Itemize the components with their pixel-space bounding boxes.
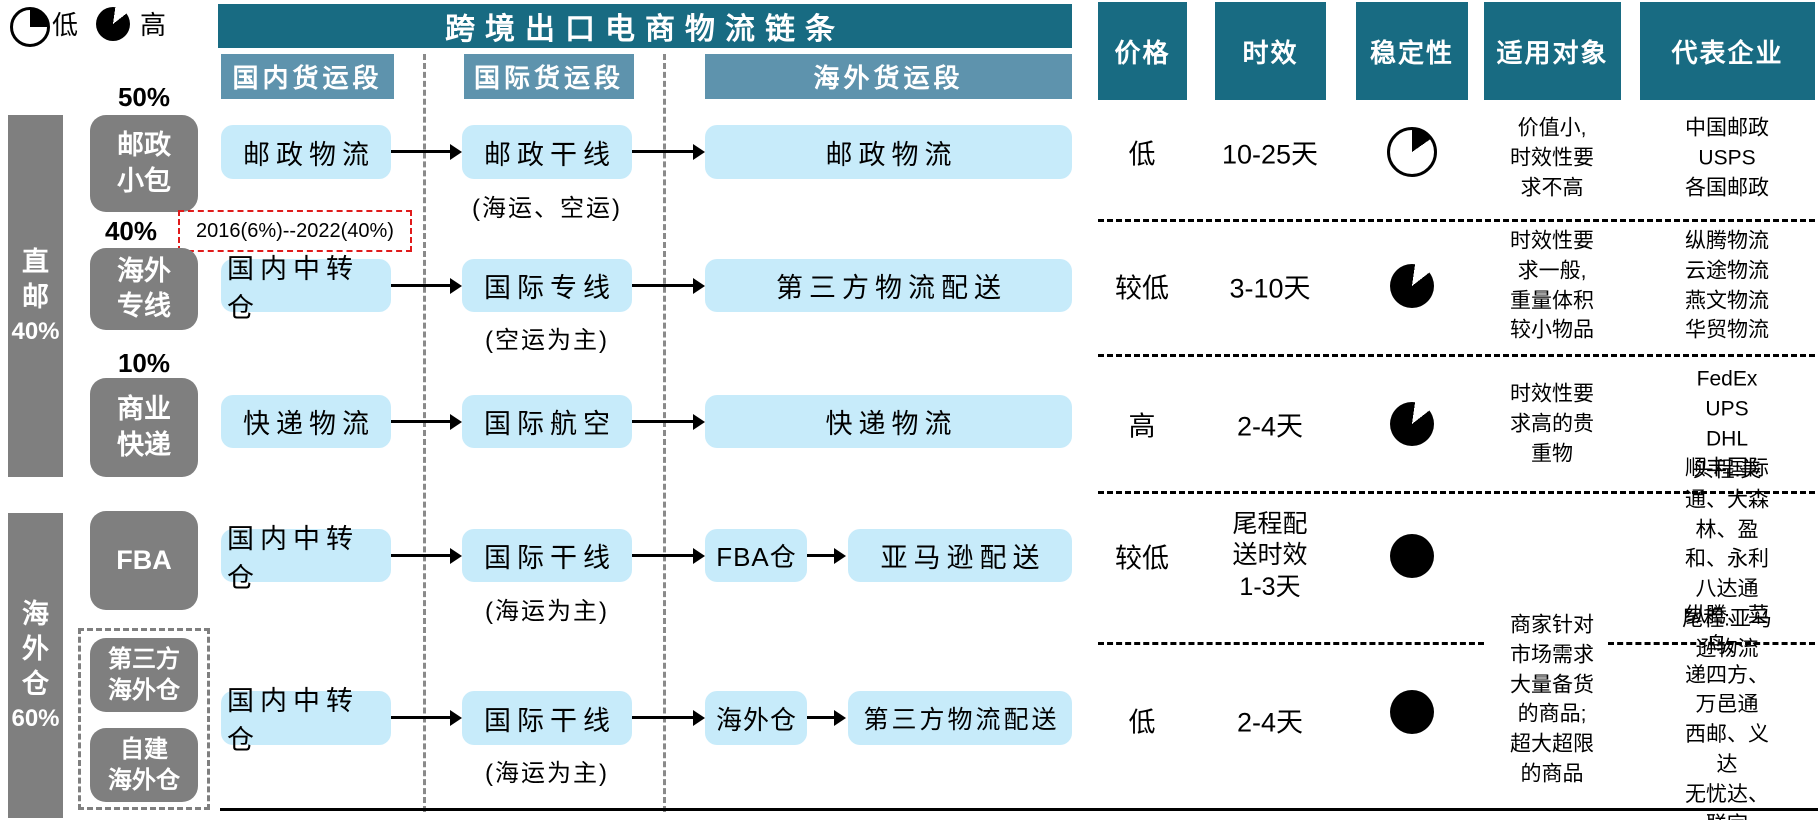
flow-arrow [807,709,846,726]
intl-mode-note: (海运为主) [485,598,609,625]
chain-box-domestic: 国内中转仓 [221,254,391,323]
price-value: 高 [1128,411,1156,442]
column-header-time: 时效 [1215,2,1326,100]
companies-value: 中国邮政 USPS 各国邮政 [1685,116,1769,199]
group-bar-overseas-warehouse-label: 海 外 仓 [22,599,49,700]
row-separator-right-segment [1608,642,1815,645]
time-value: 2-4天 [1236,707,1304,738]
chain-title: 跨境出口电商物流链条 [218,4,1072,48]
companies-value: 纵腾物流 云途物流 燕文物流 华贸物流 [1685,229,1769,342]
flow-arrow [391,413,462,430]
chain-box-overseas-delivery: 第三方物流配送 [848,691,1072,745]
chain-box-overseas-warehouse: FBA仓 [705,529,807,582]
chain-box-overseas-delivery: 亚马逊配送 [848,529,1072,582]
flow-arrow [632,413,705,430]
flow-arrow [632,709,705,726]
stability-pie-icon [1390,690,1434,734]
chain-box-international: 邮政干线 [462,125,632,179]
target-value: 时效性要 求一般, 重量体积 较小物品 [1510,229,1594,342]
chain-box-domestic: 国内中转仓 [221,686,391,755]
flow-arrow [391,143,462,160]
legend-high-pie-icon [96,7,130,41]
stability-pie-icon [1390,264,1434,308]
column-header-stability: 稳定性 [1356,2,1468,100]
chain-box-overseas-warehouse: 海外仓 [705,691,807,745]
category-third-party-warehouse: 第三方 海外仓 [90,638,198,712]
row-separator-left-segment [1098,642,1484,645]
time-value: 2-4天 [1236,411,1304,442]
time-value: 3-10天 [1229,273,1311,304]
legend-high-label: 高 [140,10,167,40]
time-value: 10-25天 [1221,139,1319,170]
chain-box-overseas: 快递物流 [705,395,1072,448]
chain-box-domestic: 快递物流 [221,395,391,448]
intl-mode-note: (海运为主) [485,760,609,787]
group-bar-direct-mail: 直 邮 40% [8,115,63,477]
stability-pie-icon [1390,534,1434,578]
chain-box-overseas: 邮政物流 [705,125,1072,179]
target-value: 时效性要 求高的贵 重物 [1510,382,1594,465]
row-separator [1098,354,1815,357]
chain-box-international: 国际干线 [462,529,632,582]
dedicated-line-growth-annotation: 2016(6%)--2022(40%) [178,210,412,252]
flow-arrow [391,709,462,726]
share-label-postal: 50% [117,82,171,112]
chain-box-overseas: 第三方物流配送 [705,259,1072,312]
stability-pie-icon [1390,402,1434,446]
flow-arrow [632,143,705,160]
category-overseas-dedicated-line: 海外 专线 [90,248,198,330]
flow-arrow [391,547,462,564]
flow-arrow [632,277,705,294]
chain-box-international: 国际专线 [462,259,632,312]
chain-box-international: 国际干线 [462,691,632,745]
bottom-border-line [220,808,1818,811]
group-bar-direct-mail-share: 40% [11,317,60,345]
group-bar-overseas-warehouse: 海 外 仓 60% [8,513,63,818]
group-bar-overseas-warehouse-share: 60% [11,704,60,732]
flow-arrow [807,547,846,564]
intl-mode-note: (空运为主) [485,327,609,354]
companies-value: 纵腾、菜鸟、 递四方、万邑通 西邮、义达 无忧达、联宇 [1685,603,1769,820]
chain-box-domestic: 邮政物流 [221,125,391,179]
companies-value: FedEx UPS DHL 顺丰国际 [1685,367,1769,480]
time-value: 尾程配 送时效 1-3天 [1232,510,1308,601]
price-value: 较低 [1115,543,1169,574]
segment-divider-2 [663,54,666,812]
stability-pie-icon [1387,127,1437,177]
share-label-commercial-express: 10% [117,348,171,378]
flow-arrow [632,547,705,564]
column-header-price: 价格 [1098,2,1187,100]
category-self-built-warehouse: 自建 海外仓 [90,728,198,802]
chain-box-domestic: 国内中转仓 [221,524,391,593]
category-commercial-express: 商业 快递 [90,378,198,477]
segment-header-international: 国际货运段 [464,54,634,99]
price-value: 低 [1128,139,1156,170]
category-fba: FBA [90,511,198,610]
intl-mode-note: (海运、空运) [472,195,622,222]
column-header-target: 适用对象 [1484,2,1621,100]
category-postal-parcel: 邮政 小包 [90,115,198,212]
segment-header-domestic: 国内货运段 [221,54,394,99]
target-value: 价值小, 时效性要 求不高 [1510,116,1594,199]
segment-divider-1 [423,54,426,812]
overseas-warehouse-types-container [78,628,210,810]
row-separator [1098,491,1815,494]
price-value: 低 [1128,707,1156,738]
group-bar-direct-mail-label: 直 邮 [22,247,49,313]
segment-header-overseas: 海外货运段 [705,54,1072,99]
flow-arrow [391,277,462,294]
legend-low-label: 低 [52,10,79,40]
chain-box-international: 国际航空 [462,395,632,448]
price-value: 较低 [1115,273,1169,304]
column-header-companies: 代表企业 [1640,2,1815,100]
target-value-merged: 商家针对 市场需求 大量备货 的商品; 超大超限 的商品 [1510,613,1594,786]
legend-low-pie-icon [10,7,50,47]
row-separator [1098,219,1815,222]
share-label-dedicated-line: 40% [104,216,158,246]
